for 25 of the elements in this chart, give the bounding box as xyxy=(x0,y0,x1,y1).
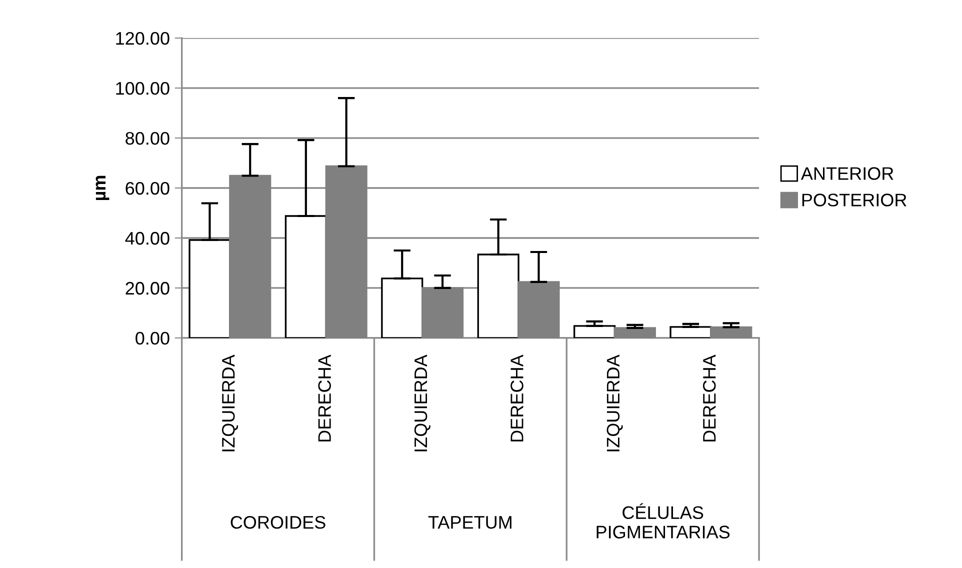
x-tick-label: DERECHA xyxy=(318,354,331,442)
x-tick-label: IZQUIERDA xyxy=(414,354,430,452)
text: COROIDES xyxy=(230,516,326,529)
bar xyxy=(381,278,424,338)
x-tick-label: DERECHA xyxy=(510,354,524,442)
y-tick-label: 20.00 xyxy=(126,282,170,295)
y-tick-label: 120.00 xyxy=(116,32,170,45)
text: TAPETUM xyxy=(428,516,512,529)
legend-label: ANTERIOR xyxy=(800,167,894,180)
bar xyxy=(188,239,231,338)
legend-label: POSTERIOR xyxy=(802,194,906,206)
y-tick-label: 60.00 xyxy=(126,182,170,195)
y-axis-title: µm xyxy=(96,176,110,200)
x-tick-label: IZQUIERDA xyxy=(222,354,238,452)
x-tick-label: DERECHA xyxy=(702,354,716,442)
text: CÉLULAS PIGMENTARIAS xyxy=(596,503,730,538)
bar xyxy=(670,326,712,338)
bar xyxy=(477,254,520,338)
bar xyxy=(284,215,327,338)
x-tick-label: IZQUIERDA xyxy=(606,354,623,452)
y-tick-label: 100.00 xyxy=(116,82,170,95)
y-tick-label: 40.00 xyxy=(125,232,170,245)
y-tick-label: 80.00 xyxy=(126,132,170,145)
bar xyxy=(573,325,616,338)
y-tick-label: 0.00 xyxy=(136,332,170,345)
